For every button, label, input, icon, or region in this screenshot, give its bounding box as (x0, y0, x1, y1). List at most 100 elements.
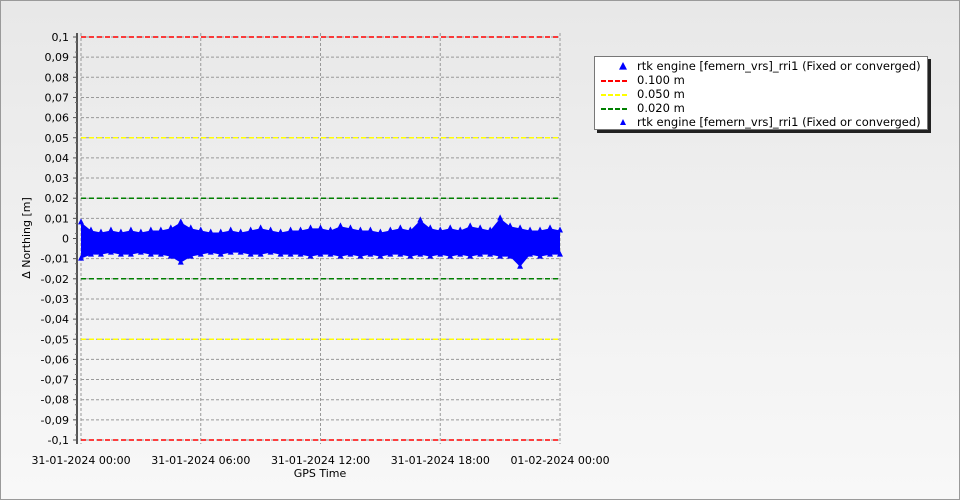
data-point (177, 218, 184, 225)
data-point (387, 226, 394, 233)
triangle-icon (599, 59, 631, 73)
dashed-line-icon (599, 73, 631, 87)
y-tick-label: 0,05 (45, 132, 70, 145)
data-point (417, 216, 424, 223)
data-point (227, 226, 234, 233)
dashed-line-icon (599, 101, 631, 115)
data-point (317, 224, 324, 231)
data-point (157, 226, 164, 233)
y-tick-label: -0,05 (41, 333, 69, 346)
x-axis-label: GPS Time (294, 467, 347, 480)
data-point (477, 224, 484, 231)
y-axis-label: Δ Northing [m] (20, 197, 33, 279)
y-tick-label: -0,03 (41, 293, 69, 306)
data-point (267, 226, 274, 233)
data-point (447, 252, 454, 259)
y-tick-label: 0,08 (45, 71, 70, 84)
data-point (297, 250, 304, 257)
data-point (437, 226, 444, 233)
data-point (107, 226, 114, 233)
data-point (127, 226, 134, 233)
data-point (197, 250, 204, 257)
y-tick-label: 0,04 (45, 152, 70, 165)
data-point (457, 250, 464, 257)
data-point (317, 250, 324, 257)
data-point (117, 228, 124, 235)
data-point (78, 254, 84, 261)
data-point (497, 252, 504, 259)
data-point (107, 248, 114, 255)
data-point (377, 252, 384, 259)
data-point (427, 224, 434, 231)
data-point (347, 250, 354, 257)
data-point (437, 250, 444, 257)
data-point (187, 252, 194, 259)
data-point (217, 250, 224, 257)
legend-item: 0.050 m (595, 87, 927, 101)
y-tick-label: -0,04 (41, 313, 69, 326)
y-tick-label: -0,02 (41, 273, 69, 286)
data-point (197, 226, 204, 233)
data-point (367, 226, 374, 233)
data-point (277, 228, 284, 235)
data-point (87, 250, 94, 257)
data-point (397, 250, 404, 257)
data-point (267, 248, 274, 255)
data-point (287, 250, 294, 257)
data-point (557, 250, 563, 257)
data-point (227, 248, 234, 255)
data-point (207, 228, 214, 235)
legend: rtk engine [femern_vrs]_rri1 (Fixed or c… (594, 56, 928, 130)
y-tick-label: -0,08 (41, 394, 69, 407)
data-point (207, 248, 214, 255)
data-point (457, 226, 464, 233)
data-point (547, 224, 554, 231)
legend-item: rtk engine [femern_vrs]_rri1 (Fixed or c… (595, 59, 927, 73)
data-point (217, 228, 224, 235)
data-point (537, 226, 544, 233)
data-point (557, 226, 563, 233)
y-tick-label: -0,1 (48, 434, 69, 447)
y-tick-label: -0,01 (41, 253, 69, 266)
legend-label: 0.100 m (637, 73, 685, 87)
data-point (517, 224, 524, 231)
data-point (87, 226, 94, 233)
data-point (177, 258, 184, 265)
data-point (507, 252, 514, 259)
legend-item: 0.100 m (595, 73, 927, 87)
data-point (467, 222, 474, 229)
data-point (157, 250, 164, 257)
data-point (377, 228, 384, 235)
data-point (337, 222, 344, 229)
data-point (307, 252, 314, 259)
data-point (547, 250, 554, 257)
data-point (257, 250, 264, 257)
data-point (237, 228, 244, 235)
data-point (337, 252, 344, 259)
data-point (127, 250, 134, 257)
data-point (387, 250, 394, 257)
data-series (78, 214, 563, 269)
data-point (147, 226, 154, 233)
data-point (507, 222, 514, 229)
legend-label: 0.020 m (637, 101, 685, 115)
y-tick-label: -0,09 (41, 414, 69, 427)
legend-item: 0.020 m (595, 101, 927, 115)
x-tick-label: 31-01-2024 18:00 (391, 454, 490, 467)
data-point (357, 226, 364, 233)
y-tick-label: 0,06 (45, 112, 70, 125)
data-point (517, 262, 524, 269)
data-point (487, 250, 494, 257)
y-tick-label: 0,01 (45, 212, 70, 225)
y-tick-label: 0,1 (52, 31, 70, 44)
legend-label: rtk engine [femern_vrs]_rri1 (Fixed or c… (637, 59, 921, 73)
data-point (117, 250, 124, 257)
data-point (97, 250, 104, 257)
y-tick-label: 0 (62, 233, 69, 246)
y-tick-label: 0,09 (45, 51, 70, 64)
data-point (247, 250, 254, 257)
data-point (527, 250, 534, 257)
data-point (467, 252, 474, 259)
y-tick-label: 0,07 (45, 91, 70, 104)
